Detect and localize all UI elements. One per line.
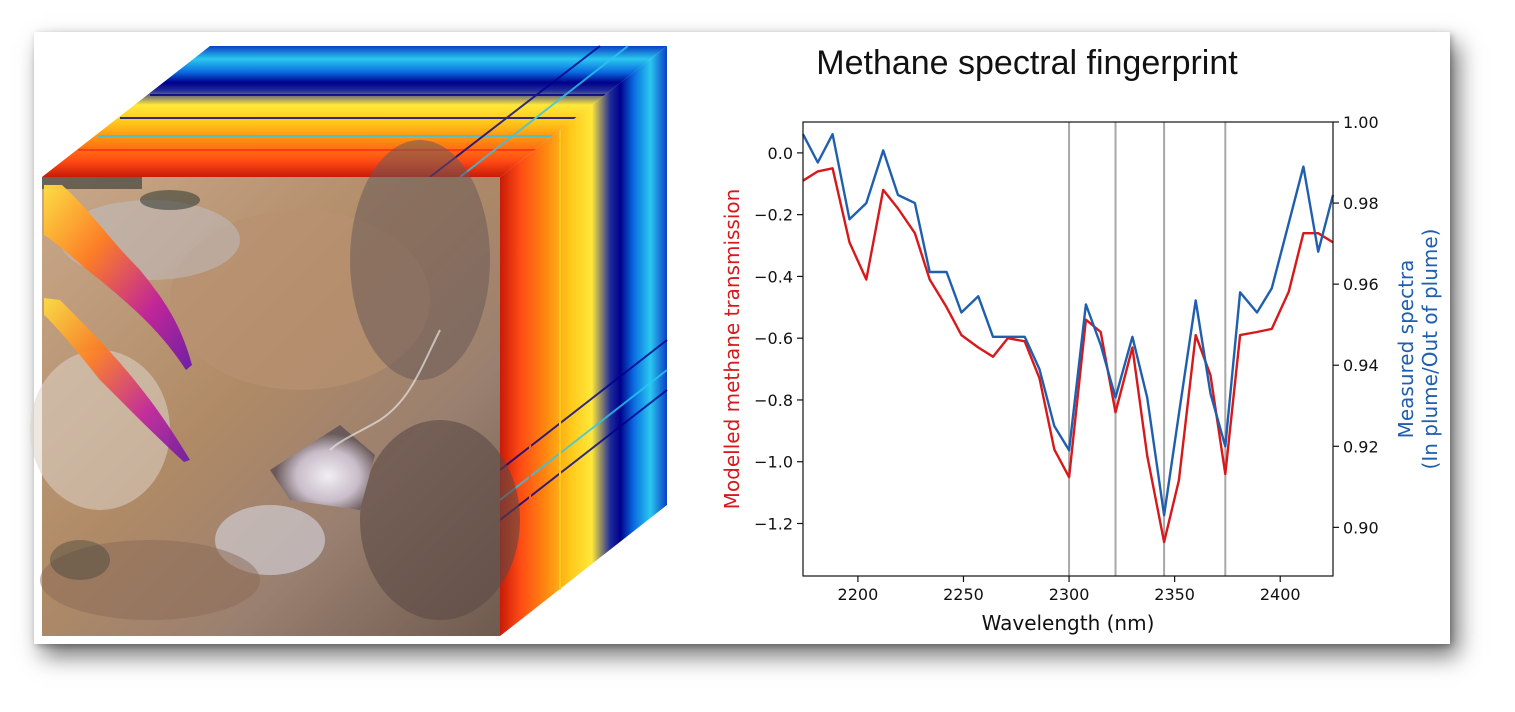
right-tick-label-2: 0.96 — [1343, 275, 1379, 294]
right-tick-label-5: 0.90 — [1343, 518, 1379, 537]
x-axis-label: Wavelength (nm) — [982, 611, 1155, 635]
cube-side-stripes — [499, 130, 668, 612]
methane-plume-lower — [44, 298, 190, 462]
cube-top-stripes — [78, 45, 629, 178]
methane-plume-upper — [44, 185, 192, 370]
left-tick-label-3: −0.6 — [754, 329, 793, 348]
left-tick-label-6: −1.2 — [754, 514, 793, 533]
left-tick-label-2: −0.4 — [754, 267, 793, 286]
left-tick-label-1: −0.2 — [754, 206, 793, 225]
modelled-transmission-line — [802, 167, 1334, 544]
x-tick-label-2: 2300 — [1049, 585, 1090, 604]
right-axis-ticks: 1.00 0.98 0.96 0.94 0.92 0.90 — [1333, 113, 1379, 537]
right-axis-label-line1: Measured spectra — [1394, 260, 1418, 439]
satellite-image-face — [30, 140, 520, 636]
plot-frame — [802, 121, 1334, 577]
vertical-line-group — [1068, 122, 1227, 576]
chart-title: Methane spectral fingerprint — [816, 44, 1238, 82]
x-tick-label-0: 2200 — [838, 585, 879, 604]
spectral-chart: 2200 2250 2300 2350 2400 0.0 −0.2 −0.4 −0.6 −0.8… — [720, 113, 1442, 635]
x-tick-label-1: 2250 — [943, 585, 984, 604]
right-tick-label-0: 1.00 — [1343, 113, 1379, 132]
cube-top-face — [42, 46, 667, 177]
right-tick-label-1: 0.98 — [1343, 194, 1379, 213]
x-tick-label-4: 2400 — [1260, 585, 1301, 604]
right-tick-label-4: 0.92 — [1343, 437, 1379, 456]
left-tick-label-0: 0.0 — [768, 144, 793, 163]
x-axis-ticks: 2200 2250 2300 2350 2400 — [838, 576, 1301, 604]
left-tick-label-4: −0.8 — [754, 391, 793, 410]
left-axis-label: Modelled methane transmission — [720, 189, 744, 510]
left-axis-ticks: 0.0 −0.2 −0.4 −0.6 −0.8 −1.0 −1.2 — [754, 144, 803, 533]
x-tick-label-3: 2350 — [1154, 585, 1195, 604]
right-tick-label-3: 0.94 — [1343, 356, 1379, 375]
measured-spectra-line — [801, 132, 1335, 517]
series-group — [801, 132, 1335, 544]
hyperspectral-cube — [30, 45, 668, 636]
left-tick-label-5: −1.0 — [754, 453, 793, 472]
right-axis-label-line2: (In plume/Out of plume) — [1418, 229, 1442, 470]
